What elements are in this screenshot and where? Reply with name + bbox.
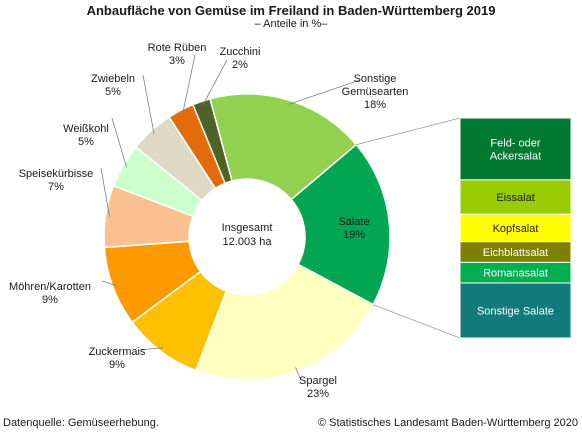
slice-sonstige-gemuesearten	[209, 93, 358, 201]
chart-title: Anbaufläche von Gemüse im Freiland in Ba…	[86, 3, 496, 18]
leader-line-zuckermais	[139, 347, 164, 351]
slice-label-zwiebeln: Zwiebeln 5%	[91, 73, 135, 98]
slice-label-rote-rueben: Rote Rüben 3%	[148, 42, 207, 67]
slice-spargel	[194, 263, 375, 381]
breakdown-label-kopfsalat: Kopfsalat	[493, 223, 539, 235]
breakdown-segment-eissalat	[459, 179, 572, 215]
slice-label-sonstige-gemuesearten: Sonstige Gemüsearten 18%	[342, 73, 409, 111]
leader-line-zwiebeln	[142, 74, 155, 134]
leader-line-moehren-karotten	[101, 280, 117, 286]
center-total-label: Insgesamt 12.003 ha	[222, 222, 273, 248]
slice-label-speisekuerbisse: Speisekürbisse 7%	[19, 168, 94, 193]
leader-line-spargel	[295, 367, 301, 379]
slice-salate	[290, 143, 391, 306]
breakdown-connector-bottom	[372, 304, 461, 339]
breakdown-label-eissalat: Eissalat	[496, 192, 535, 204]
leader-line-weisskohl	[111, 117, 127, 168]
breakdown-connector-top	[356, 117, 461, 146]
leader-line-speisekuerbisse	[100, 167, 110, 217]
slice-label-spargel: Spargel 23%	[299, 375, 337, 400]
slice-zucchini	[191, 97, 233, 185]
copyright-note: © Statistisches Landesamt Baden-Württemb…	[317, 417, 578, 429]
chart-subtitle: – Anteile in %–	[254, 18, 328, 30]
breakdown-label-feld-oder-ackersalat: Feld- oder Ackersalat	[490, 137, 541, 162]
breakdown-segment-sonstige-salate	[459, 282, 572, 339]
slice-label-zuckermais: Zuckermais 9%	[89, 346, 146, 371]
breakdown-segment-feld-oder-ackersalat	[459, 117, 572, 181]
breakdown-label-eichblattsalat: Eichblattsalat	[483, 247, 548, 259]
breakdown-label-romanasalat: Romanasalat	[483, 268, 548, 280]
slice-label-zucchini: Zucchini 2%	[220, 46, 261, 71]
leader-line-sonstige-gemuesearten	[288, 79, 361, 105]
slice-label-salate: Salate 19%	[338, 216, 369, 241]
source-note: Datenquelle: Gemüseerhebung.	[3, 417, 159, 429]
leader-line-zucchini	[202, 59, 228, 106]
breakdown-label-sonstige-salate: Sonstige Salate	[477, 306, 554, 318]
slice-label-weisskohl: Weißkohl 5%	[63, 123, 109, 148]
slice-label-moehren-karotten: Möhren/Karotten 9%	[9, 281, 91, 306]
leader-line-rote-rueben	[182, 54, 196, 114]
